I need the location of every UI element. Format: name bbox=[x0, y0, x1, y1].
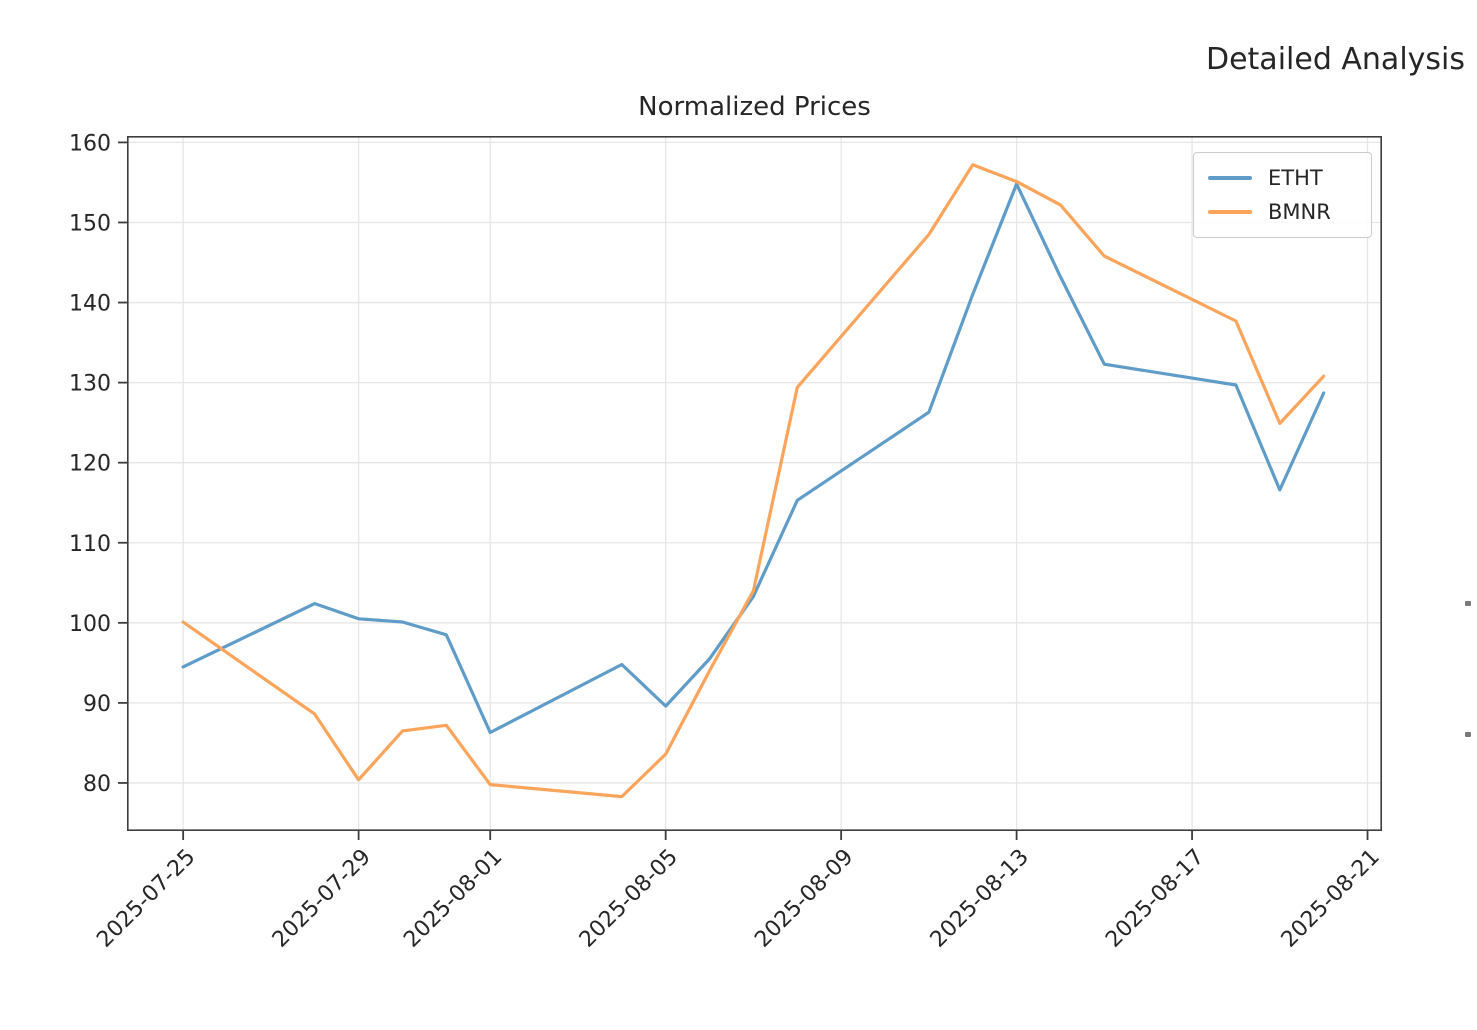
y-tick-label: 80 bbox=[83, 772, 111, 797]
y-tick-label: 160 bbox=[69, 131, 111, 156]
legend: ETHT BMNR bbox=[1193, 152, 1372, 238]
legend-entry: ETHT bbox=[1208, 166, 1357, 190]
clipped-axis-mark bbox=[1465, 732, 1471, 737]
y-tick-label: 120 bbox=[69, 452, 111, 477]
chart-title: Normalized Prices bbox=[638, 92, 871, 122]
y-tick-label: 100 bbox=[69, 612, 111, 637]
legend-label: ETHT bbox=[1268, 166, 1323, 190]
x-tick-label: 2025-07-29 bbox=[268, 845, 376, 953]
line-chart: 80 90 100 110 120 130 140 150 160 2025-07-25 2025-… bbox=[69, 131, 1385, 952]
x-tick-label: 2025-08-09 bbox=[750, 845, 858, 953]
series-line-etht bbox=[181, 182, 1326, 735]
x-tick-label: 2025-08-01 bbox=[399, 845, 507, 953]
legend-label: BMNR bbox=[1268, 200, 1331, 224]
adjacent-subplot-title: Detailed Analysis bbox=[1205, 42, 1465, 77]
y-tick-label: 140 bbox=[69, 292, 111, 317]
x-tick-label: 2025-08-17 bbox=[1101, 845, 1209, 953]
legend-line-swatch bbox=[1208, 176, 1252, 180]
x-tick-label: 2025-08-21 bbox=[1277, 845, 1385, 953]
legend-entry: BMNR bbox=[1208, 200, 1357, 224]
x-tick-label: 2025-07-25 bbox=[92, 845, 200, 953]
x-tick-label: 2025-08-05 bbox=[575, 845, 683, 953]
legend-line-swatch bbox=[1208, 210, 1252, 214]
y-tick-label: 130 bbox=[69, 372, 111, 397]
series-line-bmnr bbox=[181, 163, 1326, 799]
x-tick-label: 2025-08-13 bbox=[926, 845, 1034, 953]
y-tick-label: 90 bbox=[83, 692, 111, 717]
y-tick-label: 150 bbox=[69, 211, 111, 236]
clipped-axis-mark bbox=[1465, 601, 1471, 606]
y-tick-label: 110 bbox=[69, 532, 111, 557]
axes-spines bbox=[127, 136, 1383, 832]
